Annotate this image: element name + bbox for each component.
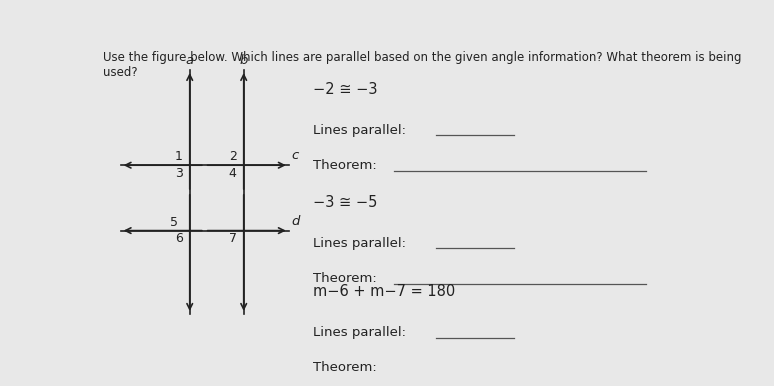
- Text: Lines parallel:: Lines parallel:: [313, 237, 406, 249]
- Text: Use the figure below. Which lines are parallel based on the given angle informat: Use the figure below. Which lines are pa…: [103, 51, 741, 79]
- Text: 1: 1: [175, 151, 183, 163]
- Text: c: c: [292, 149, 299, 162]
- Text: Theorem:: Theorem:: [313, 272, 376, 285]
- Text: d: d: [292, 215, 300, 228]
- Text: 3: 3: [175, 167, 183, 180]
- Text: 6: 6: [175, 232, 183, 245]
- Text: Theorem:: Theorem:: [313, 159, 376, 172]
- Text: −3 ≅ −5: −3 ≅ −5: [313, 195, 377, 210]
- Text: 4: 4: [228, 167, 237, 180]
- Text: a: a: [186, 54, 194, 67]
- Text: 2: 2: [228, 151, 237, 163]
- Text: Theorem:: Theorem:: [313, 361, 376, 374]
- Text: Lines parallel:: Lines parallel:: [313, 326, 406, 339]
- Text: Lines parallel:: Lines parallel:: [313, 124, 406, 137]
- Text: 5: 5: [170, 216, 178, 229]
- Text: −2 ≅ −3: −2 ≅ −3: [313, 82, 377, 97]
- Text: 7: 7: [228, 232, 237, 245]
- Text: m−6 + m−7 = 180: m−6 + m−7 = 180: [313, 284, 455, 299]
- Text: b: b: [239, 54, 248, 67]
